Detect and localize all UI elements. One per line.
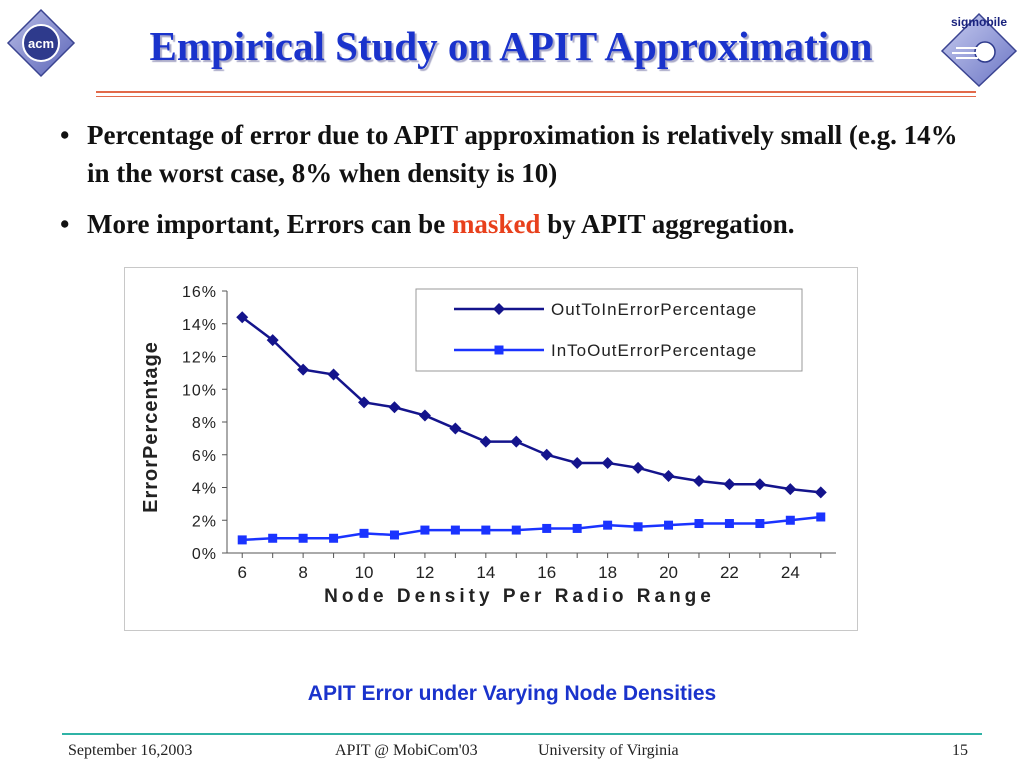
data-point-out-to-in <box>388 401 401 414</box>
data-point-in-to-out <box>329 533 339 543</box>
y-tick-label: 10% <box>182 382 217 399</box>
bullet-1-text: Percentage of error due to APIT approxim… <box>87 120 958 188</box>
data-point-in-to-out <box>511 525 521 535</box>
data-point-in-to-out <box>298 533 308 543</box>
footer-page-number: 15 <box>952 742 968 759</box>
data-point-in-to-out <box>542 523 552 533</box>
acm-logo: acm <box>6 8 76 78</box>
x-tick-label: 24 <box>781 563 800 582</box>
x-tick-label: 10 <box>355 563 374 582</box>
data-point-out-to-in <box>236 311 249 324</box>
data-point-out-to-in <box>601 456 614 469</box>
x-tick-label: 20 <box>659 563 678 582</box>
x-tick-label: 6 <box>237 563 246 582</box>
title-rule <box>96 91 976 93</box>
bullet-2-highlight: masked <box>451 209 541 239</box>
y-tick-label: 16% <box>182 284 217 301</box>
svg-text:acm: acm <box>28 36 54 51</box>
data-point-in-to-out <box>755 519 765 529</box>
data-point-out-to-in <box>479 435 492 448</box>
svg-text:sigmobile: sigmobile <box>951 15 1007 29</box>
x-tick-label: 14 <box>476 563 495 582</box>
x-axis-title: Node Density Per Radio Range <box>324 586 715 607</box>
chart-caption: APIT Error under Varying Node Densities <box>307 682 717 705</box>
data-point-out-to-in <box>753 478 766 491</box>
series-line-2 <box>242 515 821 542</box>
data-point-out-to-in <box>540 448 553 461</box>
y-tick-label: 2% <box>192 513 217 530</box>
y-axis-title: ErrorPercentage <box>140 341 162 513</box>
data-point-in-to-out <box>420 525 430 535</box>
data-point-out-to-in <box>632 461 645 474</box>
x-tick-label: 16 <box>537 563 556 582</box>
data-point-out-to-in <box>571 456 584 469</box>
slide-title: Empirical Study on APIT Approximation <box>149 23 873 69</box>
data-point-in-to-out <box>572 523 582 533</box>
footer-date: September 16,2003 <box>68 742 193 759</box>
legend-marker-diamond <box>493 303 505 315</box>
data-point-out-to-in <box>510 435 523 448</box>
x-tick-label: 22 <box>720 563 739 582</box>
data-point-out-to-in <box>418 409 431 422</box>
data-point-out-to-in <box>723 478 736 491</box>
data-point-out-to-in <box>784 483 797 496</box>
data-point-in-to-out <box>816 512 826 522</box>
legend-label-2: InToOutErrorPercentage <box>551 341 757 360</box>
bullet-dot: • <box>60 209 70 239</box>
legend-label-1: OutToInErrorPercentage <box>551 300 757 319</box>
y-tick-label: 12% <box>182 350 217 367</box>
x-tick-label: 8 <box>298 563 307 582</box>
legend-box <box>415 288 803 372</box>
data-point-out-to-in <box>449 422 462 435</box>
bullet-2-text: More important, Errors can be masked by … <box>87 205 1000 243</box>
data-point-out-to-in <box>297 363 310 376</box>
y-tick-label: 4% <box>192 481 217 498</box>
data-point-in-to-out <box>450 525 460 535</box>
data-point-out-to-in <box>266 334 279 347</box>
bullet-2-after: by APIT aggregation. <box>540 209 795 239</box>
data-point-in-to-out <box>481 525 491 535</box>
bullet-dot: • <box>60 120 70 150</box>
data-point-in-to-out <box>268 533 278 543</box>
y-tick-label: 6% <box>192 448 217 465</box>
chart-panel: 0% 2% 4% 6% 8% 10% 12% 14% 16% 6 8 10 12 14 16 18 20 22 24… <box>124 267 858 631</box>
data-point-out-to-in <box>814 486 827 499</box>
data-point-in-to-out <box>633 522 643 532</box>
bullet-1: • Percentage of error due to APIT approx… <box>60 116 980 192</box>
legend-marker-square <box>494 345 504 355</box>
data-point-out-to-in <box>358 396 371 409</box>
y-tick-label: 14% <box>182 317 217 334</box>
data-point-in-to-out <box>785 515 795 525</box>
x-tick-label: 12 <box>415 563 434 582</box>
data-point-in-to-out <box>389 530 399 540</box>
sigmobile-logo: sigmobile <box>940 12 1018 88</box>
data-point-in-to-out <box>237 535 247 545</box>
y-tick-label: 8% <box>192 415 217 432</box>
data-point-out-to-in <box>692 474 705 487</box>
data-point-in-to-out <box>359 528 369 538</box>
x-tick-label: 18 <box>598 563 617 582</box>
bullet-2-before: More important, Errors can be <box>87 209 452 239</box>
data-point-out-to-in <box>662 470 675 483</box>
data-point-in-to-out <box>724 519 734 529</box>
data-point-out-to-in <box>327 368 340 381</box>
data-point-in-to-out <box>603 520 613 530</box>
y-tick-label: 0% <box>192 546 217 563</box>
bullet-2: • More important, Errors can be masked b… <box>60 205 1000 243</box>
footer-university: University of Virginia <box>538 742 679 759</box>
footer-conference: APIT @ MobiCom'03 <box>335 742 478 759</box>
error-chart: 0% 2% 4% 6% 8% 10% 12% 14% 16% 6 8 10 12 14 16 18 20 22 24… <box>140 284 836 607</box>
title-rule-thin <box>96 96 976 97</box>
data-point-in-to-out <box>694 519 704 529</box>
footer-rule <box>62 733 982 735</box>
data-point-in-to-out <box>664 520 674 530</box>
